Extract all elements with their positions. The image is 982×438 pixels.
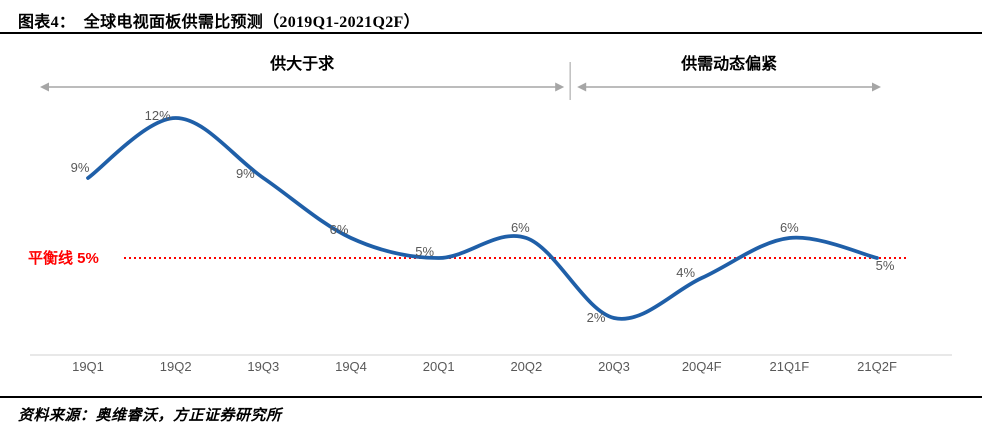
x-axis-label: 19Q2 — [160, 359, 192, 374]
x-axis-label: 21Q1F — [769, 359, 809, 374]
x-axis-label: 21Q2F — [857, 359, 897, 374]
left-section-arrow-head-left — [40, 82, 49, 92]
left-section-label: 供大于求 — [269, 54, 335, 73]
right-section-label: 供需动态偏紧 — [680, 54, 777, 73]
data-label: 4% — [676, 265, 695, 280]
figure-title: 图表4： 全球电视面板供需比预测（2019Q1-2021Q2F） — [18, 14, 420, 31]
data-label: 12% — [145, 108, 171, 123]
series-line — [86, 116, 879, 321]
data-label: 2% — [587, 310, 606, 325]
source-note: 资料来源：奥维睿沃，方正证券研究所 — [18, 408, 282, 424]
top-divider — [0, 32, 982, 34]
data-label: 6% — [330, 222, 349, 237]
x-axis-label: 20Q2 — [510, 359, 542, 374]
x-axis-label: 19Q4 — [335, 359, 367, 374]
data-label: 9% — [71, 160, 90, 175]
data-label: 5% — [415, 244, 434, 259]
data-label: 6% — [511, 220, 530, 235]
bottom-divider — [0, 396, 982, 398]
balance-line-label: 平衡线 5% — [28, 249, 99, 267]
left-section-arrow-head-right — [555, 82, 565, 92]
x-axis-label: 20Q4F — [682, 359, 722, 374]
x-axis-label: 19Q3 — [247, 359, 279, 374]
right-section-arrow-head-left — [577, 82, 587, 92]
right-section-arrow-head-right — [872, 82, 881, 92]
data-label: 9% — [236, 166, 255, 181]
data-label: 6% — [780, 220, 799, 235]
x-axis-label: 20Q3 — [598, 359, 630, 374]
x-axis-label: 19Q1 — [72, 359, 104, 374]
x-axis-label: 20Q1 — [423, 359, 455, 374]
data-label: 5% — [876, 258, 895, 273]
